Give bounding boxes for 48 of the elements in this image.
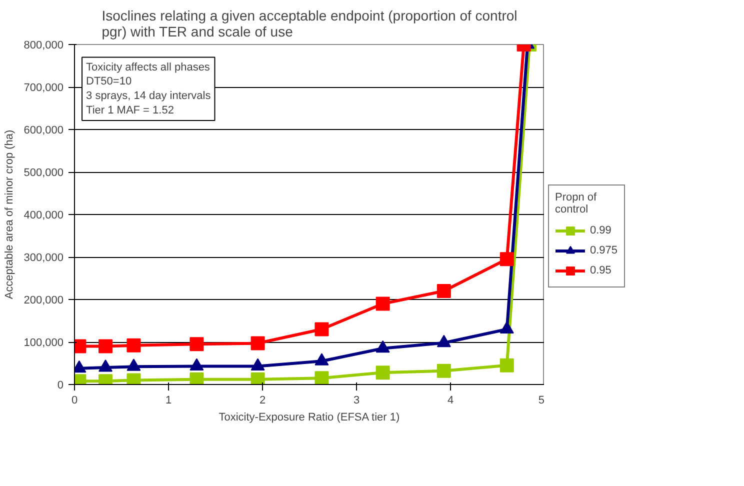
legend-label: 0.975: [590, 244, 618, 256]
x-tick-label: 0: [71, 394, 78, 406]
y-tick-label: 400,000: [24, 210, 64, 222]
point: [314, 353, 329, 366]
y-tick-label: 500,000: [24, 167, 64, 179]
point: [98, 339, 113, 354]
point: [190, 358, 204, 370]
x-tick-label: 5: [538, 394, 545, 406]
point: [436, 364, 451, 378]
annotation: DT50=10: [86, 76, 132, 88]
point: [250, 372, 265, 384]
point: [190, 337, 204, 352]
legend-label: 0.95: [590, 264, 612, 276]
y-tick-label: 300,000: [24, 252, 64, 264]
x-axis-title: Toxicity-Exposure Ratio (EFSA tier 1): [218, 412, 400, 424]
x-tick-label: 2: [259, 394, 266, 406]
x-tick-label: 3: [353, 394, 360, 406]
y-tick-label: 600,000: [24, 124, 64, 136]
point: [500, 358, 514, 372]
point: [376, 366, 390, 380]
annotation: Toxicity affects all phases: [86, 61, 210, 74]
y-tick-label: 700,000: [24, 82, 64, 94]
point: [376, 296, 390, 311]
point: [500, 321, 514, 334]
y-tick-label: 100,000: [24, 337, 64, 349]
point: [500, 252, 514, 266]
point: [436, 284, 451, 298]
x-tick-label: 4: [447, 394, 454, 406]
point: [314, 322, 329, 336]
chart-title: Isoclines relating a given acceptable endpoint (proportion of control pgr) with TER and scale of use: [102, 8, 518, 40]
point: [126, 338, 141, 352]
y-tick-label: 200,000: [24, 294, 64, 306]
x-tick-label: 1: [165, 394, 172, 406]
y-tick-label: 800,000: [24, 40, 64, 52]
legend-label: 0.99: [590, 224, 612, 236]
annotation: Tier 1 MAF = 1.52: [86, 104, 174, 116]
legend-title: Propn of control: [555, 192, 598, 216]
point: [250, 336, 265, 350]
y-tick-label: 0: [57, 380, 64, 392]
annotation: 3 sprays, 14 day intervals: [86, 90, 212, 102]
point: [314, 371, 329, 384]
point: [376, 340, 390, 353]
point: [98, 359, 113, 372]
point: [250, 358, 265, 370]
y-axis-title: Acceptable area of minor crop (ha): [4, 130, 16, 300]
point: [436, 334, 451, 348]
point: [126, 358, 141, 371]
point: [190, 372, 204, 384]
